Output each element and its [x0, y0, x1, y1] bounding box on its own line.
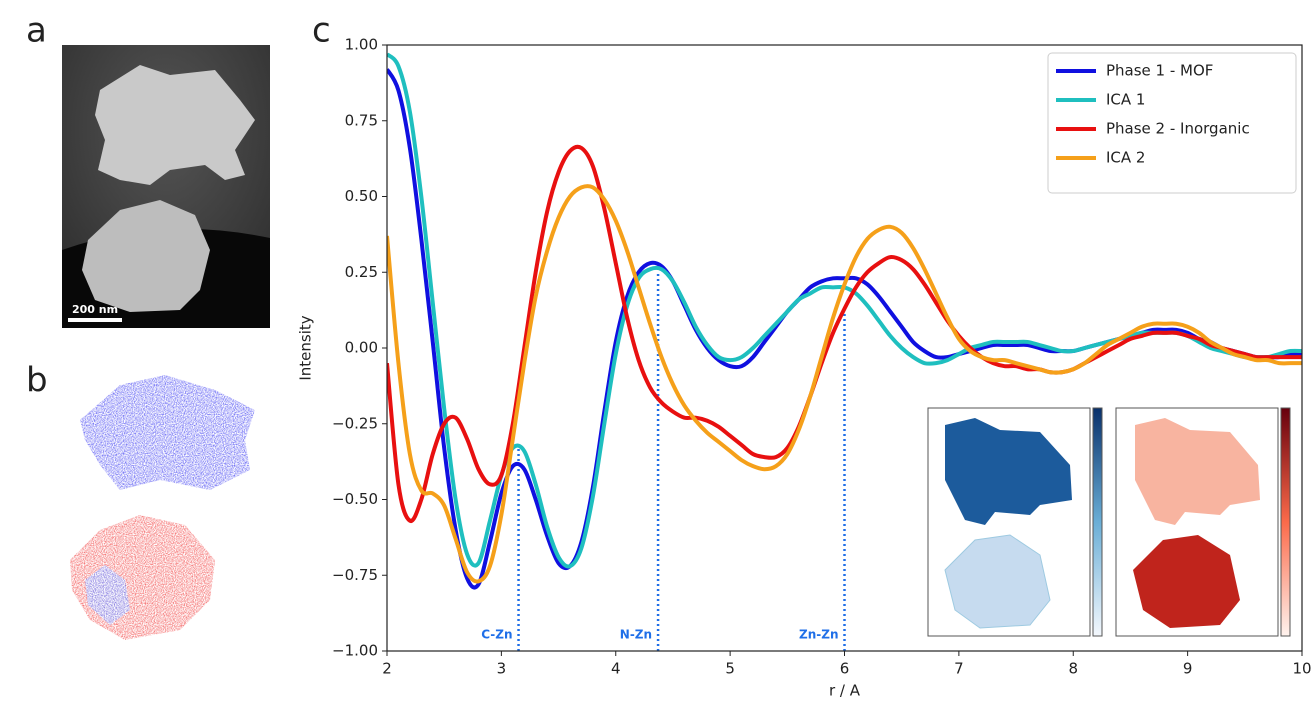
y-tick-label: 0.00	[345, 339, 378, 357]
axes-frame	[386, 44, 1303, 652]
y-tick-label: 0.50	[345, 187, 378, 205]
panel-label: b	[26, 361, 48, 401]
y-tick-label: 0.75	[345, 111, 378, 129]
y-tick-label: −0.75	[332, 566, 378, 584]
panel-label: c	[312, 11, 331, 51]
series-line	[387, 184, 1302, 584]
annotation-label: C-Zn	[481, 628, 512, 642]
y-tick-label: 0.25	[345, 263, 378, 281]
y-tick-label: −1.00	[332, 642, 378, 660]
legend-label: ICA 2	[1106, 149, 1145, 167]
annotation-label: N-Zn	[620, 628, 652, 642]
y-tick-label: −0.50	[332, 490, 378, 508]
x-tick-label: 8	[1068, 660, 1078, 678]
phase-map	[70, 375, 255, 640]
x-tick-label: 2	[382, 660, 392, 678]
x-tick-label: 5	[725, 660, 735, 678]
legend-label: Phase 1 - MOF	[1106, 62, 1213, 80]
legend-label: ICA 1	[1106, 91, 1145, 109]
x-axis-label: r / A	[829, 682, 861, 700]
annotation-label: Zn-Zn	[799, 628, 838, 642]
x-tick-label: 9	[1183, 660, 1193, 678]
y-tick-label: −0.25	[332, 414, 378, 432]
scale-bar-label: 200 nm	[72, 303, 118, 316]
x-tick-label: 4	[611, 660, 621, 678]
micrograph: 200 nm	[62, 45, 270, 328]
x-tick-label: 3	[497, 660, 507, 678]
legend-box	[1047, 52, 1297, 194]
inset-maps	[927, 407, 1291, 637]
y-axis-label: Intensity	[297, 315, 315, 380]
x-tick-label: 6	[840, 660, 850, 678]
x-tick-label: 7	[954, 660, 964, 678]
plot-area: 2 3 4 5 6 7 8 9 10 −1.00 −0.75 −0.50 −0.25 0.00 0.25 0.…	[297, 36, 1312, 700]
x-tick-label: 10	[1292, 660, 1311, 678]
panel-label: a	[26, 11, 47, 51]
legend-label: Phase 2 - Inorganic	[1106, 120, 1250, 138]
y-tick-label: 1.00	[345, 36, 378, 54]
series-line	[387, 144, 1302, 523]
